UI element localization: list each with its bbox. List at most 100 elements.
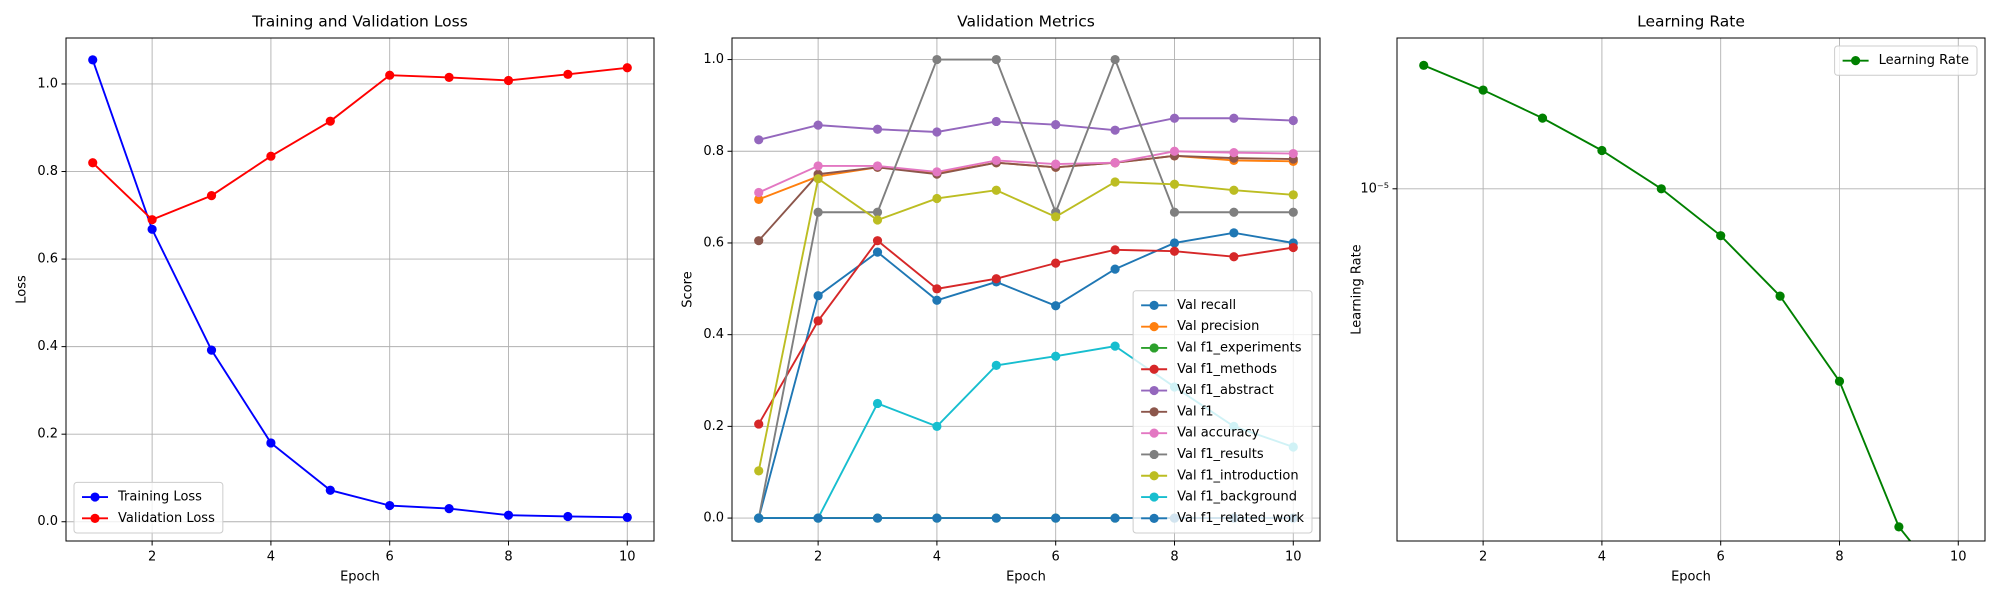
data-point: [754, 236, 764, 246]
legend-marker: [1149, 364, 1159, 374]
series-line: [758, 117, 1294, 141]
plot-area: [88, 55, 632, 522]
legend: Learning Rate: [1834, 45, 1978, 76]
data-point: [266, 151, 276, 161]
data-point: [1110, 341, 1120, 351]
axes-frame: [1396, 37, 1986, 542]
data-point: [1051, 258, 1061, 268]
data-point: [147, 224, 157, 234]
data-point: [1288, 190, 1298, 200]
data-point: [1288, 242, 1298, 253]
subplot: Learning Rate Epoch Learning Rate 2 4 6 8 10 10⁻…: [1350, 13, 1986, 585]
data-point: [88, 158, 98, 168]
legend-label: Validation Loss: [118, 511, 215, 526]
y-tick-label: 0.0: [37, 514, 58, 529]
data-point: [813, 513, 823, 523]
data-point: [932, 127, 942, 137]
data-point: [991, 155, 1001, 166]
x-tick-label: 8: [504, 550, 512, 565]
data-point: [991, 274, 1001, 284]
series-line: [1423, 64, 1912, 541]
data-point: [1597, 145, 1607, 156]
data-point: [1110, 158, 1120, 168]
legend-label: Val recall: [1177, 298, 1236, 313]
legend-marker: [1149, 300, 1159, 310]
data-point: [1288, 207, 1298, 217]
plot-area: [1419, 60, 1912, 541]
legend-label: Val f1_background: [1177, 490, 1297, 505]
y-tick-label: 1.0: [37, 76, 58, 91]
data-point: [563, 69, 573, 79]
data-point: [325, 116, 335, 126]
data-point: [325, 485, 335, 495]
data-point: [622, 512, 632, 522]
data-point: [1110, 125, 1120, 135]
x-tick-label: 2: [814, 550, 822, 565]
data-point: [1051, 212, 1061, 222]
data-point: [932, 284, 942, 294]
data-point: [1110, 513, 1120, 523]
legend-marker: [1149, 492, 1159, 502]
x-tick-label: 6: [1717, 550, 1725, 565]
data-point: [385, 70, 395, 80]
data-point: [872, 247, 883, 257]
data-point: [1110, 177, 1120, 187]
series-line: [757, 239, 1294, 425]
data-point: [1110, 264, 1120, 274]
data-point: [622, 63, 632, 73]
subplot: Validation Metrics Epoch Score 2 4 6 8 10 0.0 0.2…: [681, 13, 1321, 585]
legend-label: Val f1_introduction: [1177, 468, 1298, 483]
axes-frame: [65, 37, 655, 542]
legend-marker: [90, 492, 100, 502]
x-tick-label: 2: [148, 550, 156, 565]
data-point: [991, 54, 1001, 65]
data-point: [1169, 207, 1180, 217]
series-line: [758, 154, 1294, 242]
data-point: [932, 167, 942, 177]
legend-marker: [90, 513, 100, 523]
data-point: [1051, 159, 1061, 169]
legend-label: Val f1_methods: [1177, 362, 1277, 377]
legend-label: Val f1_results: [1177, 447, 1264, 462]
x-axis-label: Epoch: [1671, 570, 1711, 585]
series-line: [91, 59, 628, 519]
legend-label: Val f1_abstract: [1177, 383, 1274, 398]
data-point: [1288, 148, 1298, 159]
data-point: [1169, 146, 1180, 156]
x-tick-label: 4: [267, 550, 275, 565]
data-point: [1229, 252, 1239, 262]
data-point: [754, 419, 764, 429]
data-point: [206, 345, 217, 355]
data-point: [503, 75, 514, 86]
data-point: [1229, 148, 1239, 158]
y-tick-label: 0.6: [37, 252, 58, 267]
data-point: [1110, 245, 1120, 255]
plot-area: [754, 54, 1298, 523]
y-tick-label: 10⁻⁵: [1360, 181, 1389, 196]
data-point: [1834, 376, 1845, 386]
data-point: [813, 120, 823, 130]
x-tick-label: 10: [1950, 550, 1967, 565]
legend-marker: [1149, 322, 1159, 332]
y-axis-label: Loss: [15, 275, 30, 304]
y-tick-label: 0.6: [703, 235, 724, 250]
legend-marker: [1149, 471, 1159, 481]
legend-marker: [1149, 343, 1159, 353]
data-point: [206, 190, 217, 201]
data-point: [991, 185, 1001, 195]
legend-label: Val f1: [1177, 404, 1213, 419]
data-point: [1051, 301, 1061, 311]
data-point: [754, 135, 764, 145]
legend-label: Val f1_related_work: [1177, 511, 1304, 526]
data-point: [813, 207, 823, 217]
chart-title: Validation Metrics: [957, 13, 1095, 31]
data-point: [754, 194, 764, 205]
series-line: [757, 231, 1294, 519]
y-tick-label: 0.4: [703, 327, 724, 342]
series-line: [757, 177, 1294, 472]
legend-label: Training Loss: [117, 490, 202, 505]
data-point: [1051, 351, 1061, 361]
data-point: [266, 438, 276, 448]
y-tick-label: 0.4: [37, 339, 58, 354]
data-point: [1169, 113, 1180, 123]
